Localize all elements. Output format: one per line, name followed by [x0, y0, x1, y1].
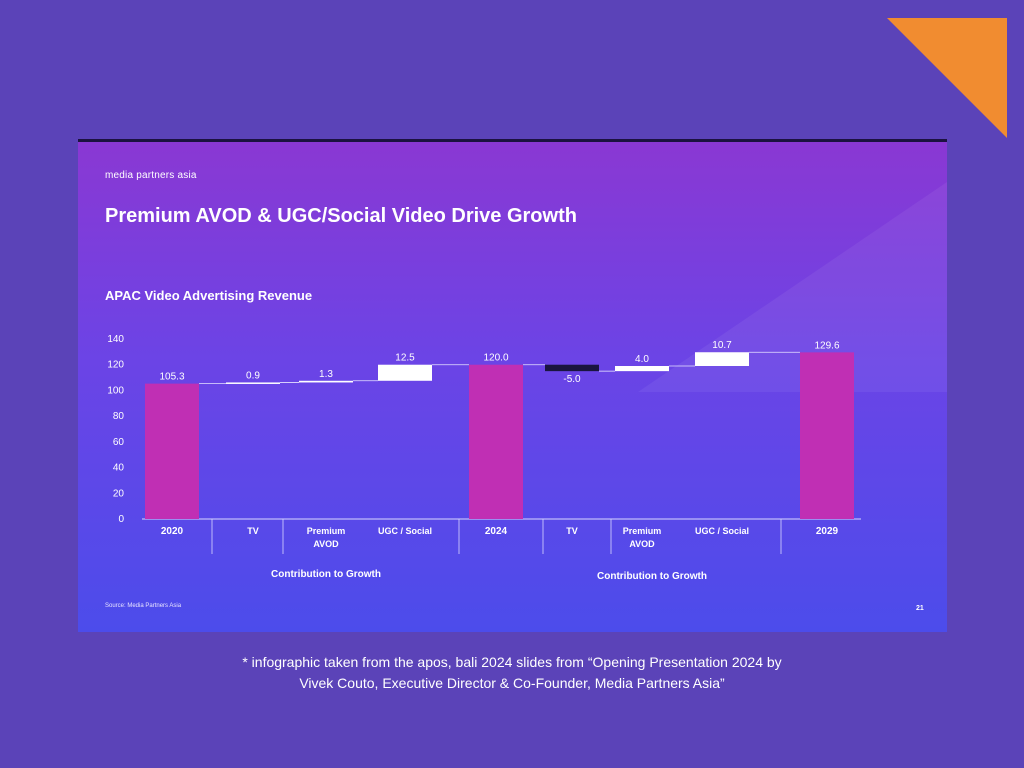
waterfall-bar-increase [299, 380, 353, 383]
caption-line-2: Vivek Couto, Executive Director & Co-Fou… [299, 675, 725, 691]
waterfall-bar-increase [695, 352, 749, 366]
x-category-label: Premium [623, 526, 662, 536]
data-label: 12.5 [395, 353, 415, 364]
x-category-label: AVOD [313, 539, 339, 549]
y-tick-label: 120 [107, 360, 124, 371]
x-category-label: AVOD [629, 539, 655, 549]
group-label: Contribution to Growth [271, 569, 381, 580]
data-label: 4.0 [635, 354, 649, 365]
brand-logo-text: media partners asia [105, 170, 197, 181]
waterfall-bar-increase [226, 382, 280, 384]
x-category-label: UGC / Social [695, 526, 749, 536]
chart-title: APAC Video Advertising Revenue [105, 288, 313, 303]
y-tick-label: 100 [107, 385, 124, 396]
slide-title: Premium AVOD & UGC/Social Video Drive Gr… [105, 205, 577, 227]
x-category-label: TV [247, 526, 259, 536]
data-label: 0.9 [246, 370, 260, 381]
data-label: 1.3 [319, 369, 333, 380]
waterfall-bar-total [800, 352, 854, 519]
x-category-label: TV [566, 526, 578, 536]
waterfall-bar-decrease [545, 364, 599, 372]
orange-corner-triangle [887, 18, 1007, 138]
waterfall-chart: 0 20 40 60 80 100 120 140 105.3 0.9 1.3 12.5 120.0 -5… [107, 334, 861, 582]
x-category-label: 2024 [485, 526, 508, 537]
x-category-label: UGC / Social [378, 526, 432, 536]
y-tick-label: 20 [113, 488, 125, 499]
x-category-label: 2020 [161, 526, 184, 537]
source-note: Source: Media Partners Asia [105, 603, 182, 609]
page-number: 21 [916, 605, 924, 612]
y-tick-label: 60 [113, 437, 125, 448]
y-tick-label: 0 [118, 514, 124, 525]
waterfall-bar-total [145, 383, 199, 519]
data-label: 120.0 [483, 353, 508, 364]
slide: media partners asia Premium AVOD & UGC/S… [78, 139, 947, 632]
y-tick-label: 40 [113, 463, 125, 474]
x-category-label: Premium [307, 526, 346, 536]
group-label: Contribution to Growth [597, 571, 707, 582]
caption: * infographic taken from the apos, bali … [0, 652, 1024, 694]
data-label: -5.0 [563, 374, 581, 385]
caption-line-1: * infographic taken from the apos, bali … [242, 654, 782, 670]
waterfall-bar-total [469, 364, 523, 519]
data-label: 129.6 [814, 340, 839, 351]
waterfall-bar-increase [378, 364, 432, 381]
data-label: 10.7 [712, 340, 732, 351]
y-tick-label: 140 [107, 334, 124, 345]
x-category-label: 2029 [816, 526, 839, 537]
waterfall-bar-increase [615, 366, 669, 372]
y-tick-label: 80 [113, 411, 125, 422]
data-label: 105.3 [159, 372, 184, 383]
